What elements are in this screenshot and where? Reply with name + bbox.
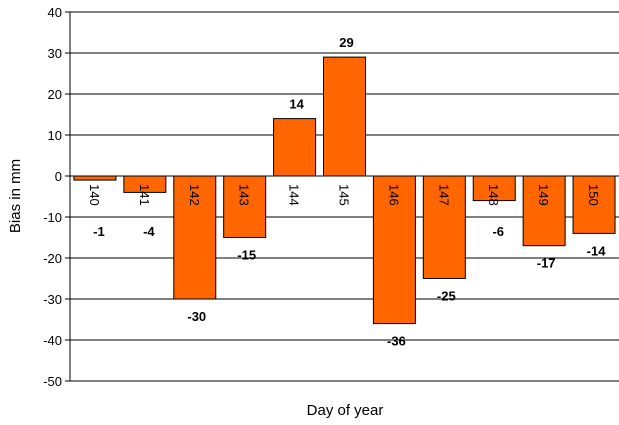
data-label: -30 (187, 309, 206, 324)
y-tick-label: 30 (48, 46, 62, 61)
labels: 40 30 20 10 0 -10 -20 -30 -40 -50 140 -1 141 -4 142 -30… (43, 5, 606, 389)
category-label: 140 (87, 184, 102, 206)
category-label: 146 (386, 184, 401, 206)
y-axis-title: Bias in mm (7, 159, 24, 233)
bar (422, 175, 466, 279)
bar (173, 175, 217, 300)
y-tick-label: 40 (48, 5, 62, 20)
category-label: 142 (187, 184, 202, 206)
data-label: -6 (492, 224, 504, 239)
bar (73, 175, 117, 181)
data-label: -17 (537, 256, 556, 271)
axes (65, 11, 619, 382)
y-tick-label: 10 (48, 128, 62, 143)
category-label: 150 (586, 184, 601, 206)
category-label: 147 (436, 184, 451, 206)
data-label: -25 (437, 289, 456, 304)
data-label: -36 (387, 334, 406, 349)
category-label: 144 (287, 184, 302, 206)
y-tick-label: -50 (43, 374, 62, 389)
y-tick-label: 20 (48, 87, 62, 102)
data-label: -4 (143, 224, 155, 239)
category-label: 148 (486, 184, 501, 206)
category-label: 145 (337, 184, 352, 206)
data-label: 29 (339, 35, 353, 50)
category-label: 141 (137, 184, 152, 206)
y-tick-label: 0 (55, 169, 62, 184)
y-tick-label: -20 (43, 251, 62, 266)
x-axis-title: Day of year (307, 402, 384, 419)
bar (522, 175, 566, 247)
y-tick-label: -30 (43, 292, 62, 307)
y-tick-label: -10 (43, 210, 62, 225)
data-label: -14 (587, 243, 607, 258)
data-label: -15 (237, 248, 256, 263)
bar (372, 175, 416, 325)
data-label: -1 (93, 224, 105, 239)
data-label: 14 (289, 97, 304, 112)
y-tick-label: -40 (43, 333, 62, 348)
bar (323, 56, 366, 177)
bar (273, 118, 317, 177)
category-label: 149 (536, 184, 551, 206)
bar (572, 175, 616, 234)
category-label: 143 (237, 184, 252, 206)
